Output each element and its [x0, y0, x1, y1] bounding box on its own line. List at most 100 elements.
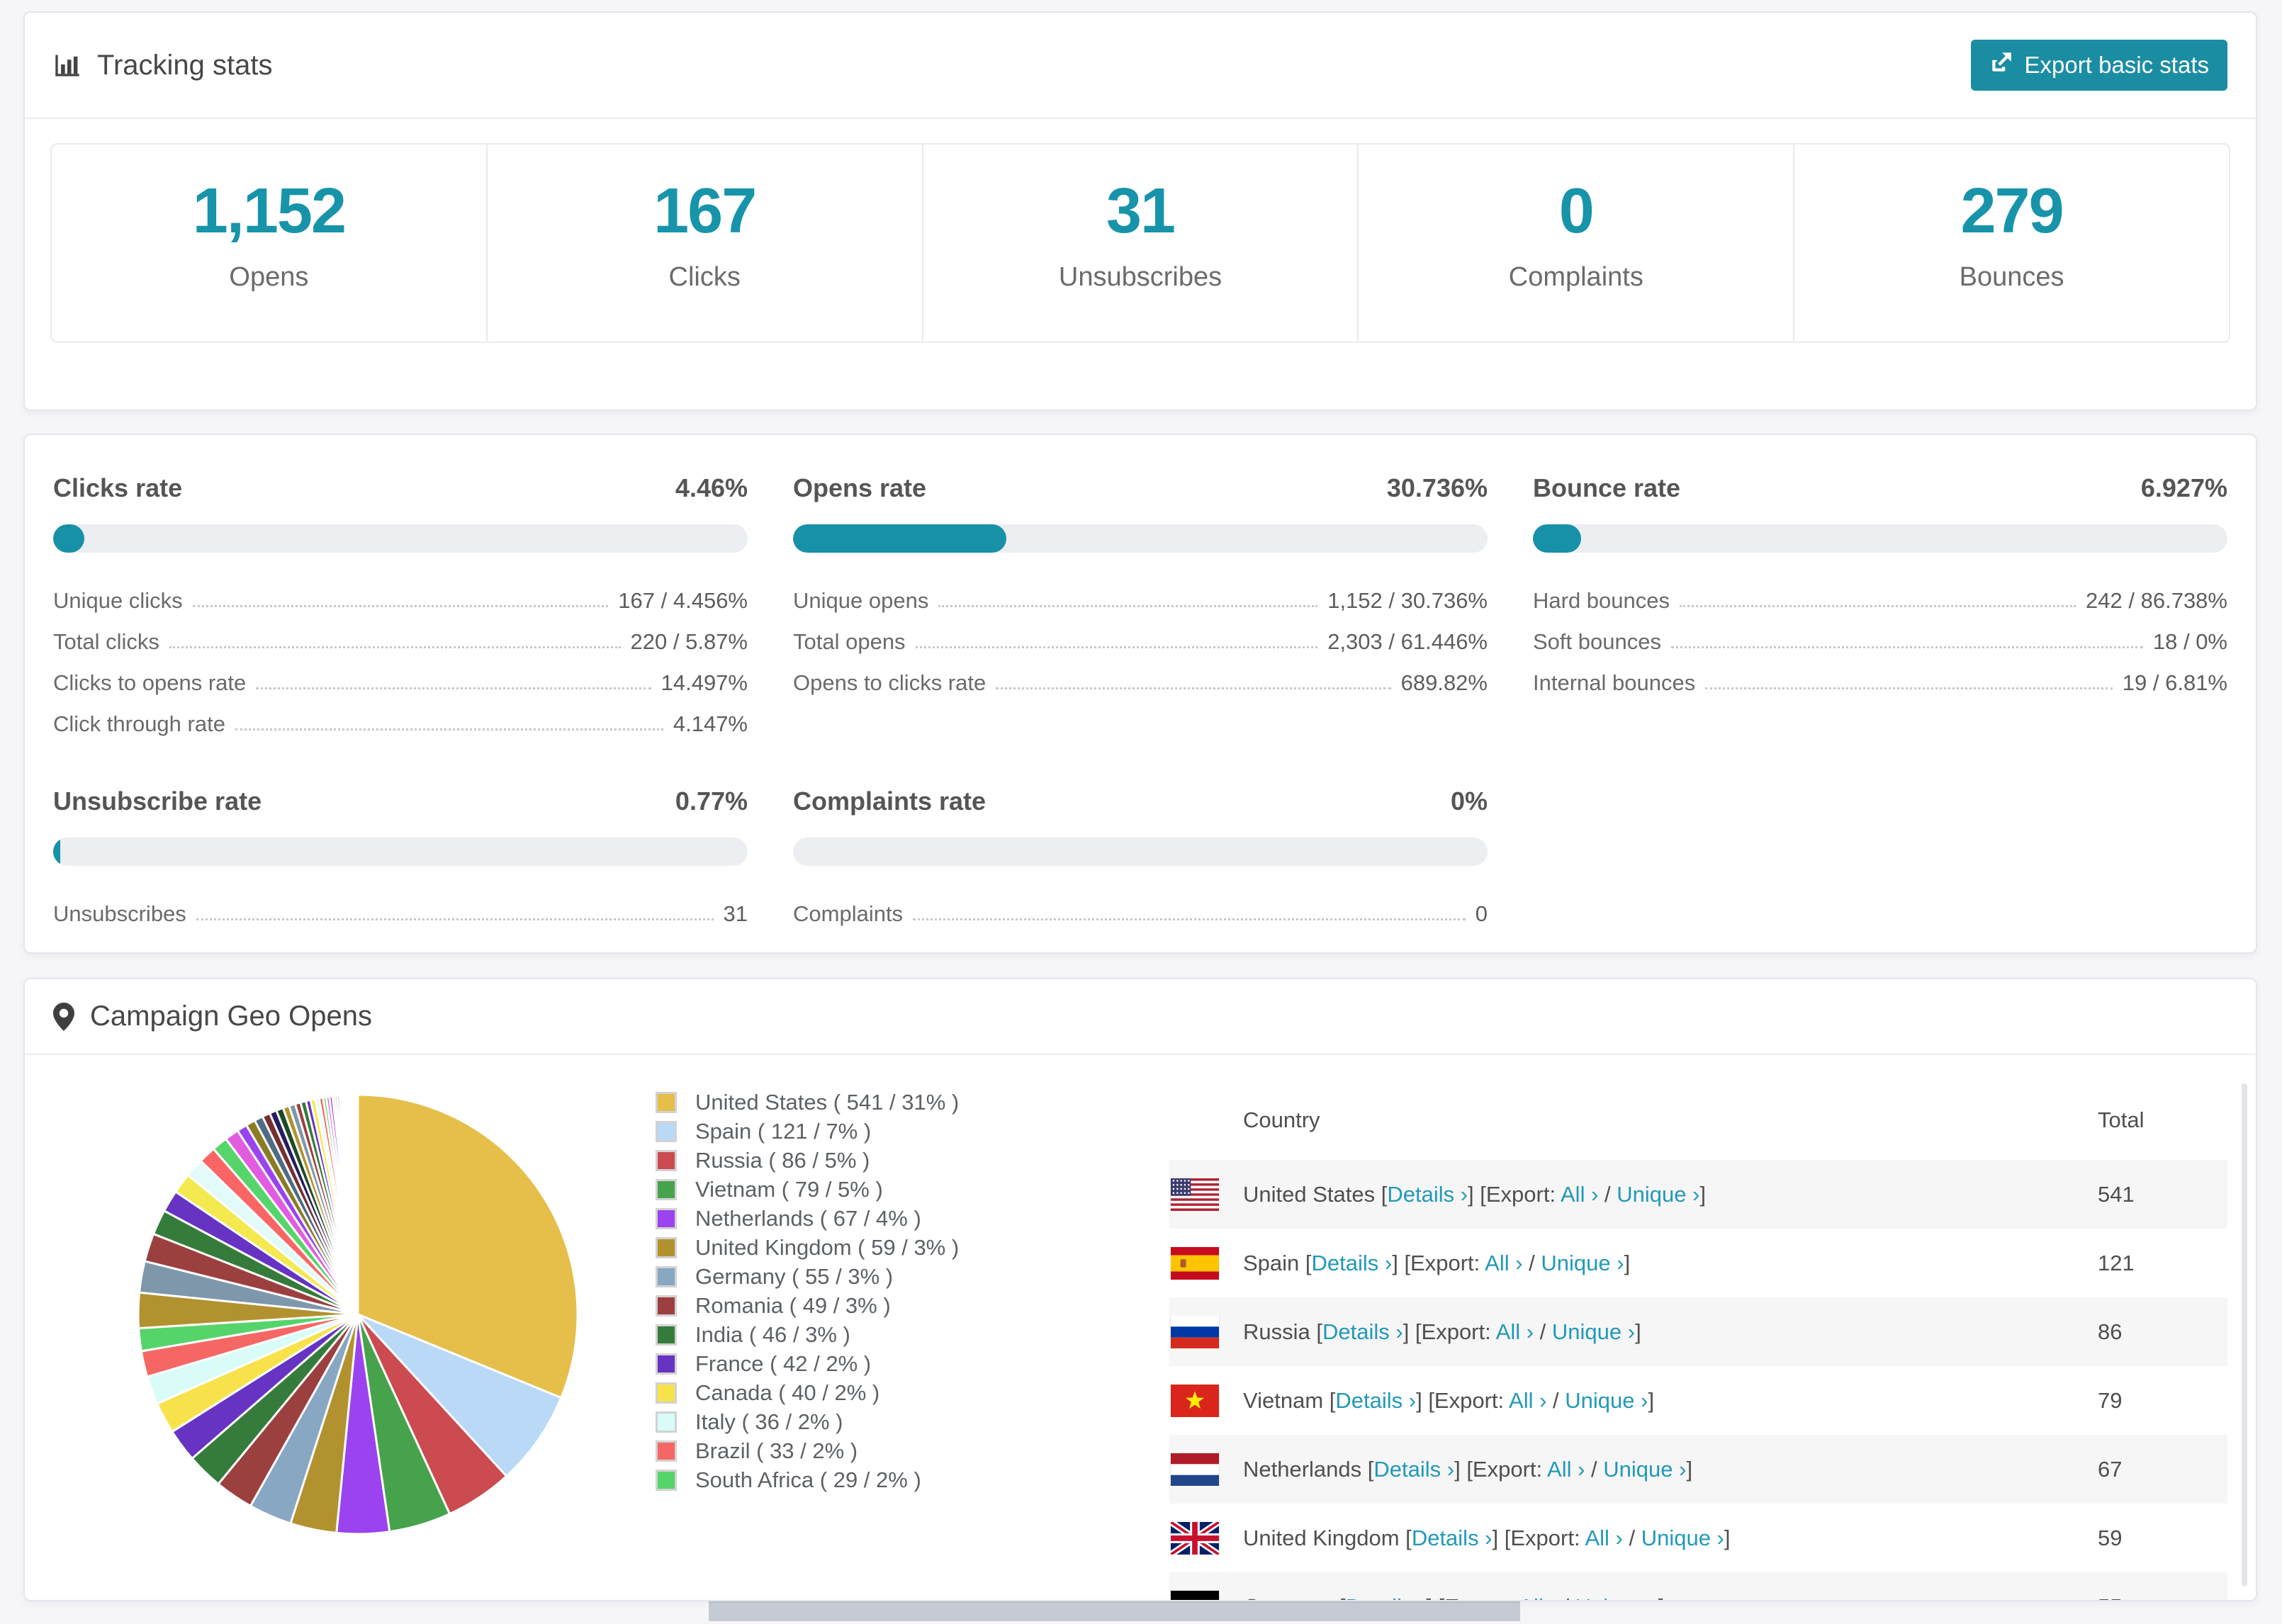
country-cell-text: Vietnam [Details ›] [Export: All › / Uni…	[1243, 1387, 1655, 1413]
legend-label: South Africa ( 29 / 2% )	[695, 1467, 921, 1492]
export-unique-link[interactable]: Unique ›	[1565, 1387, 1648, 1413]
stat-label: Opens	[229, 262, 309, 292]
details-link[interactable]: Details ›	[1373, 1456, 1455, 1482]
metric-value: 14.497%	[661, 670, 748, 695]
horizontal-scrollbar-thumb[interactable]	[709, 1601, 1520, 1621]
legend-swatch	[656, 1120, 677, 1142]
stat-value: 279	[1960, 176, 2064, 247]
stat-card: 279 Bounces	[1794, 145, 2229, 342]
metric-row: Hard bounces 242 / 86.738%	[1533, 573, 2227, 614]
metric-value: 18 / 0%	[2152, 629, 2227, 654]
legend-label: India ( 46 / 3% )	[695, 1321, 850, 1347]
geo-table-body: United States [Details ›] [Export: All ›…	[1169, 1160, 2227, 1601]
rate-section: Complaints rate 0% Complaints 0	[793, 786, 1488, 927]
metric-row: Unique clicks 167 / 4.456%	[53, 573, 748, 614]
legend-swatch	[656, 1324, 677, 1346]
rate-section: Bounce rate 6.927% Hard bounces 242 / 86…	[1533, 473, 2227, 737]
metric-value: 1,152 / 30.736%	[1327, 588, 1488, 613]
metric-value: 167 / 4.456%	[618, 588, 748, 613]
country-total: 59	[2098, 1525, 2123, 1550]
rate-value: 6.927%	[2140, 473, 2227, 502]
legend-label: Italy ( 36 / 2% )	[695, 1409, 843, 1434]
legend-swatch	[656, 1295, 677, 1316]
rates-card: Clicks rate 4.46% Unique clicks 167 / 4.…	[23, 434, 2257, 954]
export-unique-link[interactable]: Unique ›	[1641, 1525, 1724, 1550]
export-all-link[interactable]: All ›	[1519, 1594, 1556, 1601]
export-all-link[interactable]: All ›	[1547, 1456, 1585, 1482]
legend-swatch	[656, 1440, 677, 1462]
stat-value: 1,152	[192, 176, 347, 247]
metric-value: 220 / 5.87%	[630, 629, 748, 654]
metric-value: 19 / 6.81%	[2122, 670, 2227, 695]
details-link[interactable]: Details ›	[1387, 1181, 1468, 1207]
legend-label: Brazil ( 33 / 2% )	[695, 1438, 858, 1463]
country-cell: United States [Details ›] [Export: All ›…	[1169, 1178, 2098, 1211]
column-header-country: Country	[1243, 1107, 1320, 1132]
export-all-link[interactable]: All ›	[1485, 1250, 1523, 1275]
rate-rows: Unique clicks 167 / 4.456% Total clicks …	[53, 573, 748, 737]
rate-bar-fill	[53, 524, 84, 553]
stat-value: 167	[653, 176, 757, 247]
legend-item: Spain ( 121 / 7% )	[656, 1117, 1145, 1146]
country-total: 121	[2098, 1250, 2135, 1275]
export-unique-link[interactable]: Unique ›	[1617, 1181, 1700, 1207]
metric-row: Complaints 0	[793, 886, 1488, 927]
table-row: Germany [Details ›] [Export: All › / Uni…	[1169, 1572, 2227, 1601]
metric-value: 689.82%	[1400, 670, 1488, 695]
dotted-leader	[1670, 646, 2143, 648]
export-all-link[interactable]: All ›	[1509, 1387, 1547, 1413]
geo-title-wrap: Campaign Geo Opens	[53, 1000, 372, 1032]
metric-label: Total clicks	[53, 629, 159, 654]
details-link[interactable]: Details ›	[1335, 1387, 1417, 1413]
export-unique-link[interactable]: Unique ›	[1575, 1594, 1658, 1601]
legend-item: India ( 46 / 3% )	[656, 1320, 1145, 1349]
metric-value: 4.147%	[673, 711, 748, 736]
rate-title: Clicks rate	[53, 473, 183, 502]
export-all-link[interactable]: All ›	[1561, 1181, 1599, 1207]
details-link[interactable]: Details ›	[1346, 1594, 1427, 1601]
legend-item: France ( 42 / 2% )	[656, 1349, 1145, 1378]
legend-swatch	[656, 1265, 677, 1287]
metric-row: Unsubscribes 31	[53, 886, 748, 927]
country-cell-text: Germany [Details ›] [Export: All › / Uni…	[1243, 1594, 1664, 1601]
legend-label: France ( 42 / 2% )	[695, 1350, 872, 1376]
legend-item: Brazil ( 33 / 2% )	[656, 1436, 1145, 1465]
export-unique-link[interactable]: Unique ›	[1541, 1250, 1624, 1275]
rate-title: Unsubscribe rate	[53, 786, 262, 816]
country-total: 67	[2098, 1456, 2123, 1482]
country-flag	[1171, 1453, 1219, 1486]
rate-progressbar	[793, 524, 1488, 553]
country-flag	[1171, 1384, 1219, 1417]
legend-swatch	[656, 1411, 677, 1433]
table-row: Vietnam [Details ›] [Export: All › / Uni…	[1169, 1366, 2227, 1435]
export-all-link[interactable]: All ›	[1585, 1525, 1623, 1550]
export-basic-stats-button[interactable]: Export basic stats	[1970, 40, 2227, 91]
details-link[interactable]: Details ›	[1322, 1319, 1403, 1344]
rate-rows: Unsubscribes 31	[53, 886, 748, 927]
rate-bar-fill	[793, 524, 1007, 553]
table-row: Russia [Details ›] [Export: All › / Uniq…	[1169, 1297, 2227, 1366]
country-cell: Vietnam [Details ›] [Export: All › / Uni…	[1169, 1384, 2098, 1417]
tracking-stats-card: Tracking stats Export basic stats 1,152 …	[23, 11, 2257, 411]
dotted-leader	[1705, 687, 2113, 689]
details-link[interactable]: Details ›	[1311, 1250, 1393, 1275]
metric-label: Opens to clicks rate	[793, 670, 987, 695]
export-icon	[1989, 50, 2013, 80]
metric-label: Hard bounces	[1533, 588, 1670, 613]
rate-title: Complaints rate	[793, 786, 987, 816]
export-unique-link[interactable]: Unique ›	[1551, 1319, 1636, 1344]
pie-slice	[356, 1093, 579, 1399]
table-row: Spain [Details ›] [Export: All › / Uniqu…	[1169, 1229, 2227, 1297]
export-unique-link[interactable]: Unique ›	[1603, 1456, 1687, 1482]
column-header-total: Total	[2098, 1107, 2145, 1132]
details-link[interactable]: Details ›	[1411, 1525, 1493, 1550]
metric-value: 31	[723, 901, 748, 926]
table-row: United States [Details ›] [Export: All ›…	[1169, 1160, 2227, 1229]
rate-title: Bounce rate	[1533, 473, 1681, 502]
legend-item: United Kingdom ( 59 / 3% )	[656, 1233, 1145, 1262]
country-cell: United Kingdom [Details ›] [Export: All …	[1169, 1521, 2098, 1555]
metric-row: Soft bounces 18 / 0%	[1533, 614, 2227, 655]
table-scrollbar[interactable]	[2242, 1083, 2247, 1586]
rate-value: 30.736%	[1386, 473, 1488, 502]
export-all-link[interactable]: All ›	[1495, 1319, 1534, 1344]
